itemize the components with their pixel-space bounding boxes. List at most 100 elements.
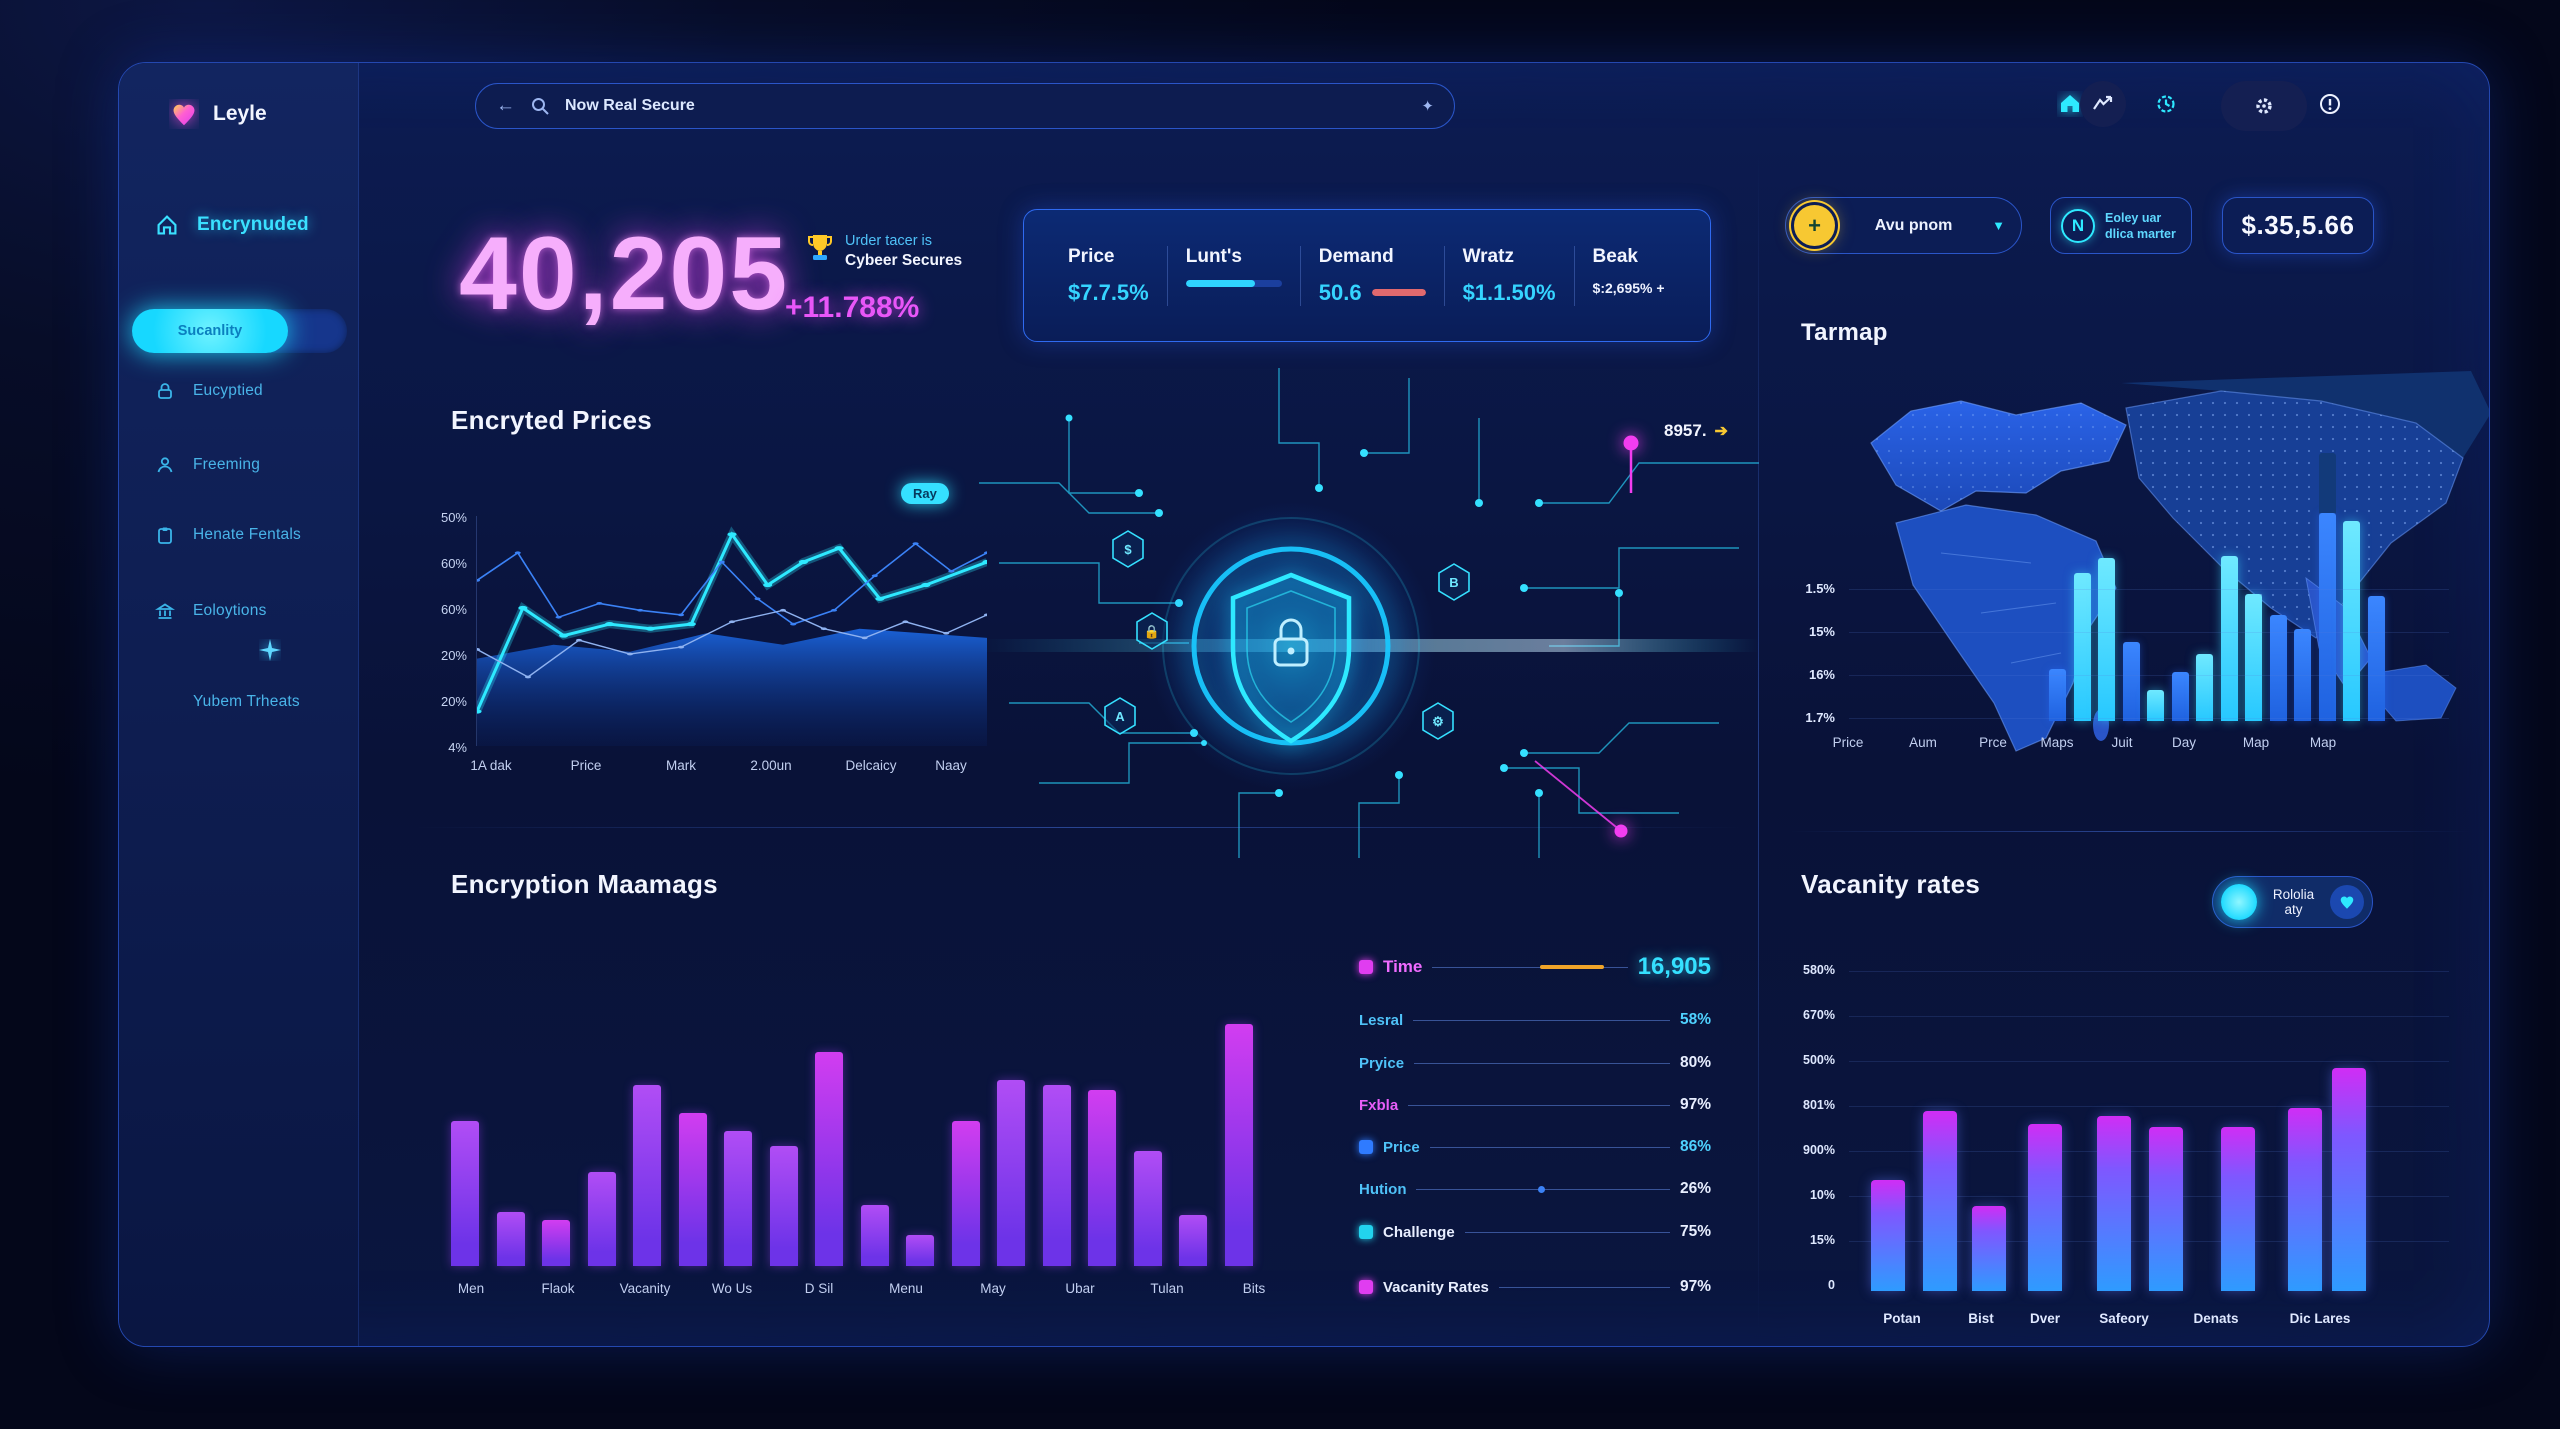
legend-value: 80%	[1679, 1054, 1711, 1071]
maamags-x-label: D Sil	[804, 1281, 834, 1296]
wallet-line2: dlica marter	[2105, 226, 2176, 241]
gear-icon	[2251, 93, 2277, 119]
account-dropdown[interactable]: + Avu pnom ▼	[1785, 197, 2022, 254]
home-button[interactable]	[2047, 85, 2093, 123]
legend-row-time[interactable]: Time 16,905	[1359, 953, 1711, 981]
sidebar-item-henate-fentals[interactable]: Henate Fentals	[155, 525, 301, 545]
tarmap-bar	[2171, 672, 2189, 721]
stat-bar	[1371, 289, 1426, 296]
maamags-bar	[1088, 1090, 1116, 1266]
vacanity-y-tick: 580%	[1803, 963, 1835, 977]
maamags-x-label: May	[980, 1281, 1006, 1296]
price-y-tick: 60%	[440, 556, 467, 571]
annotation-value: 8957.	[1664, 421, 1707, 440]
balance-value: $.35,5.66	[2241, 210, 2355, 240]
maamags-bar	[633, 1085, 661, 1266]
alert-icon	[2317, 91, 2343, 117]
vacanity-toggle[interactable]: Rololia aty	[2212, 876, 2373, 928]
legend-label: Vacanity Rates	[1383, 1278, 1489, 1296]
tarmap-y-tick: 16%	[1808, 667, 1835, 682]
back-arrow-icon[interactable]: ←	[496, 95, 515, 116]
sidebar-item-label: Yubem Trheats	[193, 693, 300, 710]
history-button[interactable]	[2143, 85, 2189, 123]
maamags-x-label: Wo Us	[711, 1281, 753, 1296]
price-x-tick: Price	[570, 758, 602, 773]
price-chart-title: Encryted Prices	[451, 405, 653, 435]
legend-row-fxbla[interactable]: Fxbla 97%	[1359, 1096, 1711, 1114]
price-x-tick: 1A dak	[470, 758, 512, 773]
brand-name: Leyle	[213, 102, 267, 125]
toggle-on-icon[interactable]	[2221, 884, 2257, 920]
brand[interactable]: Leyle	[169, 99, 267, 129]
hero-caption: Urder tacer is Cybeer Secures	[807, 233, 962, 270]
sidebar-toggle[interactable]: Sucanlity	[132, 309, 347, 353]
tarmap-x-label: Map	[2242, 735, 2270, 750]
tarmap-bar	[2196, 654, 2213, 721]
maamags-bar	[1224, 1024, 1253, 1266]
tarmap-x-label: Map	[2309, 735, 2337, 750]
search-input[interactable]: Now Real Secure	[565, 97, 695, 114]
world-map	[1791, 353, 2489, 773]
heart-toggle-icon[interactable]	[2330, 885, 2364, 919]
maamags-title: Encryption Maamags	[451, 869, 718, 899]
stat-label: Beak	[1592, 245, 1638, 267]
maamags-x-label: Flaok	[541, 1281, 575, 1296]
vacanity-y-tick: 670%	[1803, 1008, 1835, 1022]
settings-button[interactable]	[2221, 81, 2307, 131]
legend-row-vacanity-rates[interactable]: Vacanity Rates 97%	[1359, 1278, 1711, 1296]
sidebar-item-eucyptied[interactable]: Eucyptied	[155, 381, 263, 401]
wallet-button[interactable]: N Eoley uar dlica marter	[2050, 197, 2192, 254]
sidebar-item-label: Encrynuded	[197, 214, 309, 235]
hero-change: +11.788%	[785, 291, 920, 324]
maamags-chart	[451, 1011, 1261, 1266]
sidebar-item-yubem-trheats[interactable]: Yubem Trheats	[155, 693, 300, 711]
tarmap-grid-line	[1849, 632, 2449, 633]
tarmap-grid-line	[1849, 718, 2449, 719]
vacanity-bar	[1923, 1111, 1957, 1291]
legend-line	[1498, 1286, 1670, 1288]
vacanity-y-tick: 15%	[1809, 1233, 1835, 1247]
sidebar-item-eoloytions[interactable]: Eoloytions	[155, 601, 267, 621]
maamags-x-label: Vacanity	[619, 1281, 671, 1296]
home-icon	[155, 213, 179, 237]
sidebar-item-encrynuded[interactable]: Encrynuded	[155, 213, 309, 237]
balance-display[interactable]: $.35,5.66	[2222, 197, 2374, 254]
price-x-tick: 2.00un	[750, 758, 792, 773]
legend-row-pryice[interactable]: Pryice 80%	[1359, 1054, 1711, 1072]
stats-card: Price $7.7.5% Lunt's Demand 50.6 Wratz $1.1.50…	[1023, 209, 1711, 342]
legend-label: Challenge	[1383, 1223, 1455, 1241]
sidebar-item-label: Eucyptied	[193, 382, 263, 399]
legend-value: 16,905	[1637, 953, 1711, 980]
stat-label: Price	[1068, 245, 1115, 267]
hero-caption-bottom: Cybeer Secures	[845, 252, 963, 269]
dropdown-label: Avu pnom	[1874, 216, 1953, 234]
legend-value: 97%	[1679, 1096, 1711, 1113]
maamags-x-label: Ubar	[1065, 1281, 1095, 1296]
legend-row-challenge[interactable]: Challenge 75%	[1359, 1223, 1711, 1241]
sparkle-icon[interactable]: ✦	[1421, 98, 1434, 115]
tarmap-y-tick: 15%	[1808, 624, 1835, 639]
vacanity-y-tick: 500%	[1803, 1053, 1835, 1067]
vacanity-bar	[2221, 1127, 2255, 1291]
vacanity-title: Vacanity rates	[1801, 869, 1981, 899]
tarmap-bar	[2294, 629, 2311, 721]
alerts-button[interactable]	[2307, 85, 2353, 123]
right-divider	[1791, 831, 2471, 832]
search-bar[interactable]: ← Now Real Secure ✦	[475, 83, 1455, 129]
legend-swatch	[1359, 1280, 1373, 1294]
price-y-tick: 60%	[440, 602, 467, 617]
legend-line	[1429, 1146, 1670, 1148]
sidebar-toggle-knob[interactable]: Sucanlity	[132, 309, 288, 353]
chart-point-badge[interactable]: Ray	[901, 483, 949, 504]
analytics-button[interactable]	[2080, 81, 2126, 127]
svg-text:B: B	[1449, 575, 1458, 590]
sidebar-item-freeming[interactable]: Freeming	[155, 455, 260, 475]
legend-row-hution[interactable]: Hution 26%	[1359, 1180, 1711, 1198]
legend-row-lesral[interactable]: Lesral 58%	[1359, 1011, 1711, 1029]
clipboard-icon	[155, 525, 175, 545]
plus-icon[interactable]: +	[1794, 205, 1835, 246]
maamags-bar	[815, 1052, 843, 1266]
hero-metric: 40,205	[459, 215, 789, 334]
legend-row-price[interactable]: Price 86%	[1359, 1138, 1711, 1156]
legend-value: 97%	[1679, 1278, 1711, 1295]
